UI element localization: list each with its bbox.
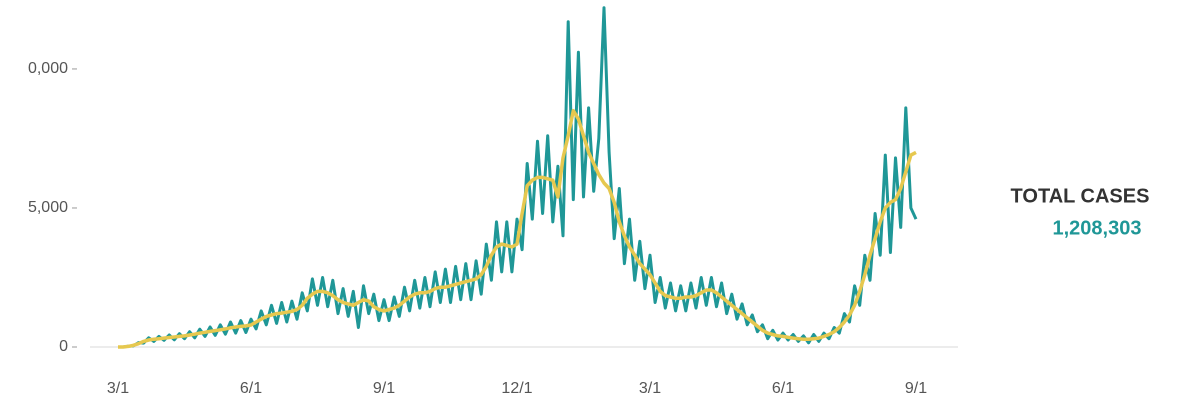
total-title: TOTAL CASES xyxy=(1011,185,1150,207)
y-tick-label: 0,000 xyxy=(28,60,68,77)
series-line xyxy=(118,6,918,349)
y-tick-label: 0 xyxy=(59,338,68,355)
x-tick-label: 6/1 xyxy=(772,380,794,397)
x-tick-label: 9/1 xyxy=(373,380,395,397)
x-tick-label: 6/1 xyxy=(240,380,262,397)
x-tick-label: 3/1 xyxy=(639,380,661,397)
x-tick-label: 12/1 xyxy=(501,380,532,397)
series-line xyxy=(118,108,917,349)
x-tick-label: 3/1 xyxy=(107,380,129,397)
total-value: 1,208,303 xyxy=(1053,217,1142,239)
y-tick-label: 5,000 xyxy=(28,199,68,216)
x-tick-label: 9/1 xyxy=(905,380,927,397)
